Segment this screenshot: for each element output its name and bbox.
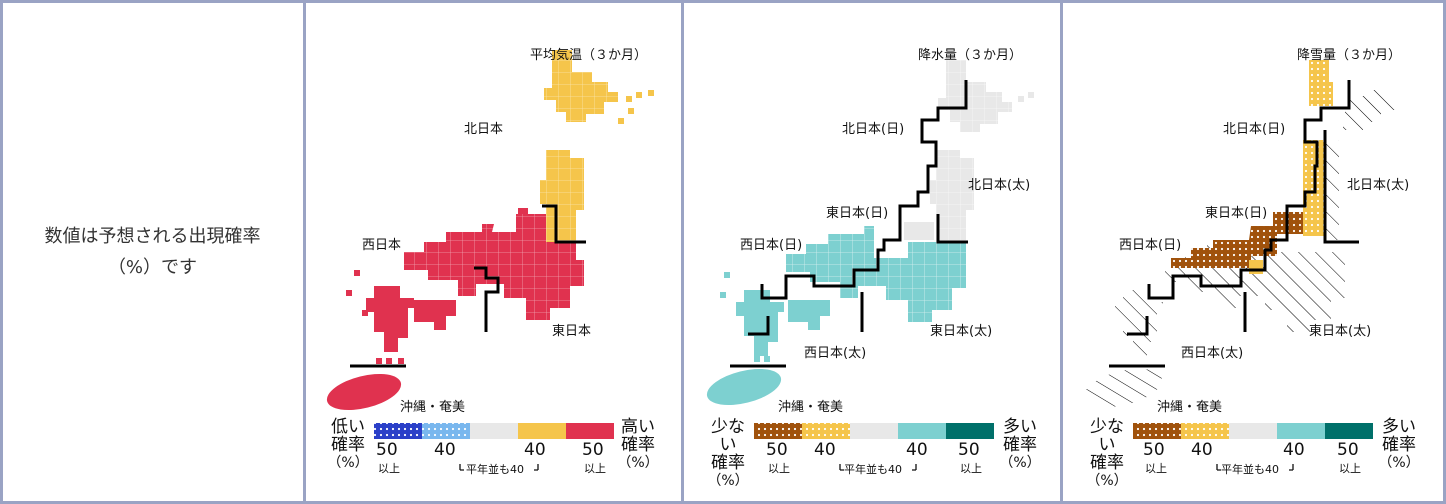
label-east-japan-sea: 東日本(日): [826, 206, 889, 221]
legend-left-label: 低い 確率 （%）: [327, 417, 369, 471]
boundary-lines: [730, 80, 968, 368]
legend-left-label: 少ない 確率 （%）: [707, 417, 749, 489]
okinawa-region: [326, 373, 402, 411]
legend-num-50-left: 50: [766, 440, 788, 460]
south-teal-area: [720, 226, 966, 362]
snowfall-legend-bar: [1133, 423, 1373, 439]
label-west: 西日本: [362, 238, 402, 253]
legend-num-40-right: 40: [1283, 440, 1305, 460]
temperature-map: [326, 50, 654, 471]
title: 平均気温（３か月）: [530, 48, 648, 63]
legend-ijo-left: 以上: [378, 462, 400, 475]
legend-right-label: 多い 確率 （%）: [999, 417, 1041, 471]
legend-num-40-right: 40: [906, 440, 928, 460]
normal-bracket: [839, 464, 917, 471]
label-okinawa: 沖縄・奄美: [1157, 400, 1223, 415]
hokkaido: [544, 50, 654, 124]
label-west-pacific: 西日本(太): [1181, 346, 1244, 361]
label-okinawa: 沖縄・奄美: [400, 400, 466, 415]
legend-ijo-right: 以上: [960, 462, 982, 475]
legend-num-40-left: 40: [814, 440, 836, 460]
label-west-pacific: 西日本(太): [804, 346, 867, 361]
snow-dots-area: [1171, 60, 1333, 274]
label-west-japan-sea: 西日本(日): [1119, 238, 1182, 253]
snowfall-map: [1083, 60, 1395, 471]
legend-ijo-left: 以上: [1145, 462, 1167, 475]
label-north-japan-sea: 北日本(日): [842, 122, 905, 137]
precipitation-legend-bar: [754, 423, 994, 439]
label-west-japan-sea: 西日本(日): [740, 238, 803, 253]
legend-right-label: 多い 確率 （%）: [1378, 417, 1420, 471]
legend-num-50-left: 50: [1143, 440, 1165, 460]
temperature-panel: 平均気温（３か月） 北日本 西日本 東日本 沖縄・奄美 低い 確率 （%） 高い 確率…: [306, 0, 681, 504]
tohoku: [540, 150, 584, 242]
note-line-1: 数値は予想される出現確率: [44, 226, 261, 247]
north-grey-area: [880, 60, 1034, 242]
legend-num-40-left: 40: [434, 440, 456, 460]
boundary-lines: [350, 204, 586, 368]
normal-bracket: [459, 464, 539, 471]
label-east-japan-sea: 東日本(日): [1205, 206, 1268, 221]
probability-note: 数値は予想される出現確率 （%）です: [0, 0, 305, 504]
boundary-lines: [1109, 80, 1359, 368]
legend-ijo-right: 以上: [1339, 462, 1361, 475]
label-east: 東日本: [552, 324, 592, 339]
divider-3: [1060, 0, 1063, 504]
divider-1: [303, 0, 306, 504]
note-line-2: （%）です: [107, 257, 198, 278]
normal-bracket: [1216, 464, 1294, 471]
okinawa-region: [706, 368, 782, 406]
legend-num-40-right: 40: [524, 440, 546, 460]
precipitation-map: [706, 60, 1034, 471]
title: 降水量（３か月）: [918, 48, 1023, 63]
legend-num-50-right: 50: [958, 440, 980, 460]
legend-normal-note: 平年並も40: [466, 463, 524, 476]
temperature-legend-bar: [374, 423, 614, 439]
legend-ijo-right: 以上: [584, 462, 606, 475]
legend-normal-note: 平年並も40: [1221, 463, 1279, 476]
divider-2: [681, 0, 684, 504]
legend-right-label: 高い 確率 （%）: [617, 417, 659, 471]
legend-num-50-left: 50: [376, 440, 398, 460]
legend-left-label: 少ない 確率 （%）: [1086, 417, 1128, 489]
legend-num-50-right: 50: [582, 440, 604, 460]
mainland-east-west: [346, 208, 584, 364]
legend-num-40-left: 40: [1191, 440, 1213, 460]
label-north-japan-sea: 北日本(日): [1223, 122, 1286, 137]
legend-num-50-right: 50: [1337, 440, 1359, 460]
label-north-pacific: 北日本(太): [968, 178, 1031, 193]
legend-ijo-left: 以上: [768, 462, 790, 475]
title: 降雪量（３か月）: [1297, 48, 1402, 63]
legend-normal-note: 平年並も40: [844, 463, 902, 476]
snowfall-panel: 降雪量（３か月） 北日本(日) 北日本(太) 東日本(日) 西日本(日) 東日本…: [1063, 0, 1443, 504]
label-north: 北日本: [464, 122, 504, 137]
label-east-pacific: 東日本(太): [1309, 324, 1372, 339]
label-okinawa: 沖縄・奄美: [778, 400, 844, 415]
precipitation-panel: 降水量（３か月） 北日本(日) 北日本(太) 東日本(日) 西日本(日) 東日本…: [684, 0, 1060, 504]
label-north-pacific: 北日本(太): [1347, 178, 1410, 193]
label-east-pacific: 東日本(太): [930, 324, 993, 339]
